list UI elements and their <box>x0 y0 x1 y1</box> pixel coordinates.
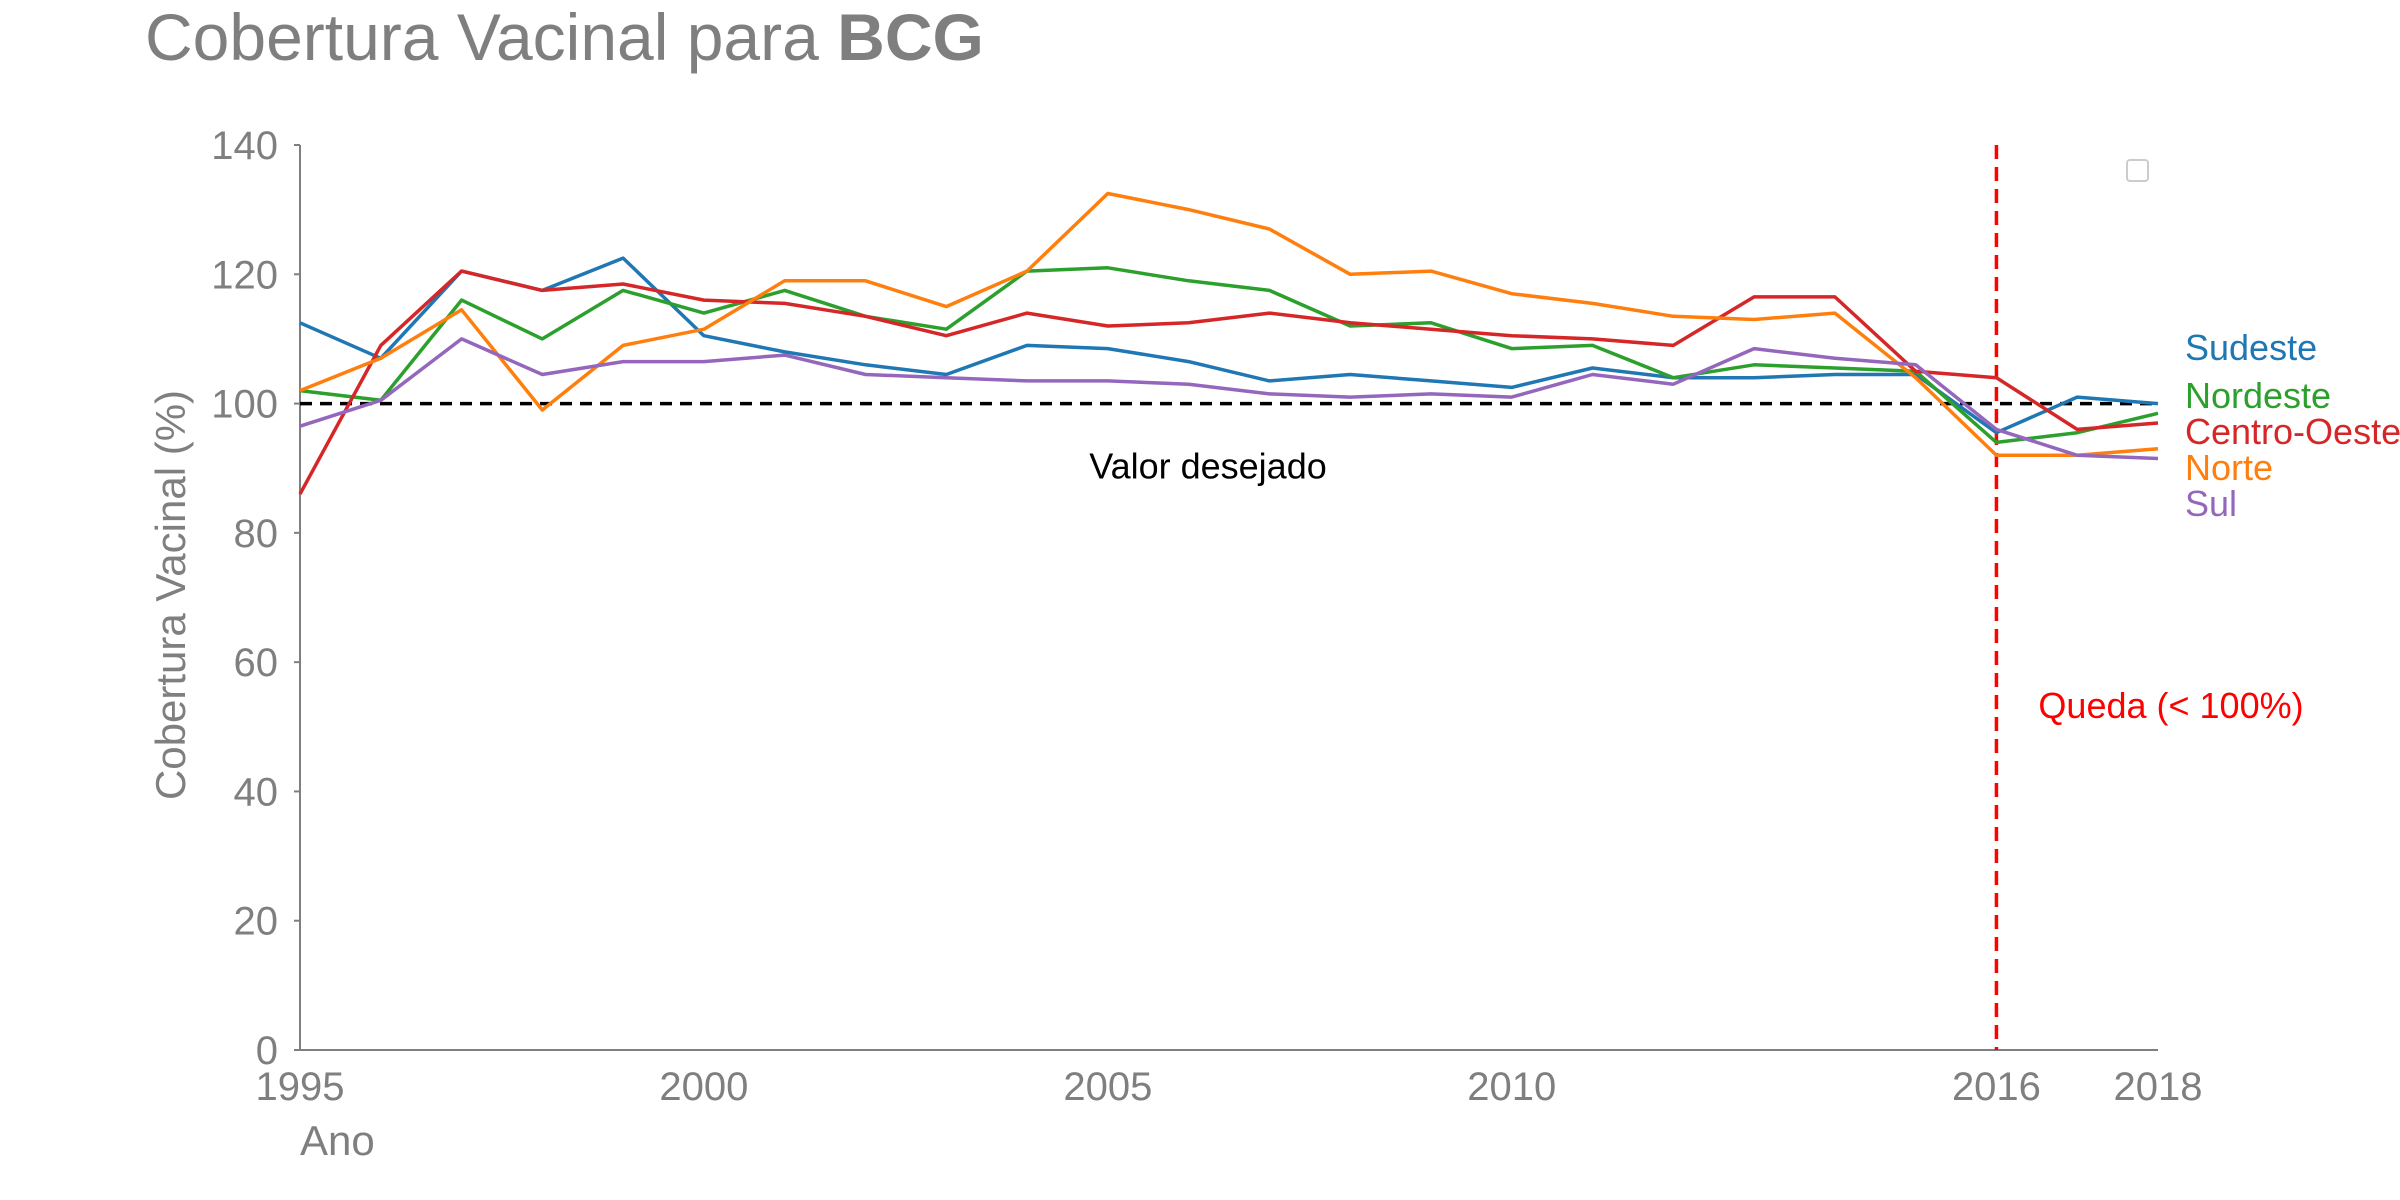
ticks-layer: 0 20 40 60 80 100 120 140 1995 2000 2005 2010 2016 20… <box>211 124 2202 1109</box>
chart-title-bold: BCG <box>837 0 984 74</box>
y-tick-label: 0 <box>256 1029 278 1073</box>
legend-box <box>2126 159 2149 182</box>
series-label-sudeste: Sudeste <box>2185 327 2317 368</box>
y-tick-label: 60 <box>234 641 279 685</box>
series-line-sudeste <box>299 256 2159 435</box>
chart-title-regular: Cobertura Vacinal para <box>145 0 837 74</box>
y-tick-label: 80 <box>234 512 279 556</box>
series-line-nordeste <box>299 266 2159 445</box>
y-axis-label: Cobertura Vacinal (%) <box>147 390 194 800</box>
series-line-norte <box>299 191 2159 458</box>
y-tick-label: 140 <box>211 124 278 168</box>
x-tick-label: 1995 <box>256 1065 345 1109</box>
x-axis-label: Ano <box>300 1117 375 1164</box>
x-tick-label: 2000 <box>659 1065 748 1109</box>
y-tick-label: 100 <box>211 383 278 427</box>
series-line-sul <box>299 337 2159 461</box>
series-label-nordeste: Nordeste <box>2185 375 2331 416</box>
series-label-sul: Sul <box>2185 483 2237 524</box>
x-tick-label: 2010 <box>1467 1065 1556 1109</box>
y-tick-label: 120 <box>211 253 278 297</box>
series-label-norte: Norte <box>2185 447 2273 488</box>
series-layer <box>298 191 2159 495</box>
x-tick-label: 2005 <box>1063 1065 1152 1109</box>
y-tick-label: 40 <box>234 770 279 814</box>
reference-line-label: Valor desejado <box>1089 446 1327 487</box>
series-label-centro-oeste: Centro-Oeste <box>2185 411 2400 452</box>
y-tick-label: 20 <box>234 900 279 944</box>
vertical-marker-label: Queda (< 100%) <box>2038 685 2303 726</box>
series-line-centro-oeste <box>298 269 2159 495</box>
x-tick-label: 2018 <box>2114 1065 2203 1109</box>
reference-layer: Valor desejado Queda (< 100%) <box>300 145 2304 1050</box>
x-tick-label: 2016 <box>1952 1065 2041 1109</box>
chart-title: Cobertura Vacinal para BCG <box>145 0 984 74</box>
